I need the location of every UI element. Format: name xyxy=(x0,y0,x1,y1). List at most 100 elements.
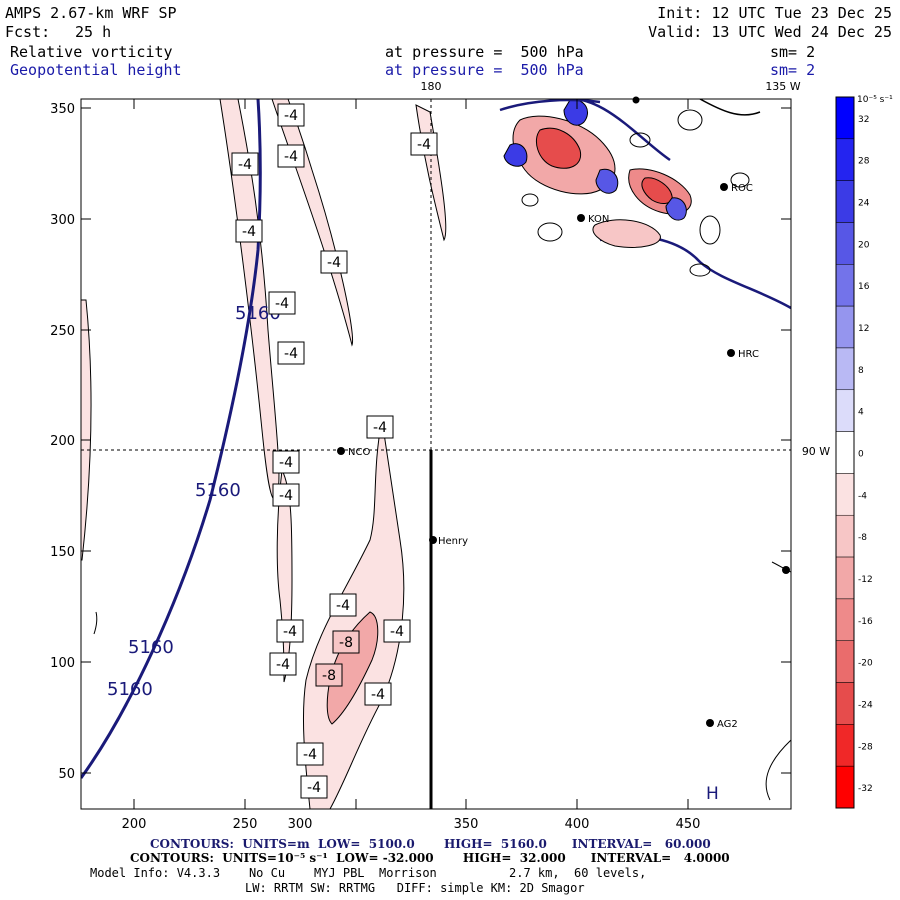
vorticity-label: -4 xyxy=(279,455,293,471)
colorbar-label: 8 xyxy=(858,366,864,376)
height-label: 5160 xyxy=(128,637,174,658)
model-title: AMPS 2.67-km WRF SP xyxy=(5,4,177,22)
vorticity-label: -4 xyxy=(336,598,350,614)
x-tick-label: 400 xyxy=(565,817,590,832)
station-marker xyxy=(632,96,640,104)
vorticity-label: -4 xyxy=(417,137,431,153)
y-axis: 350 300 250 200 150 100 50 xyxy=(50,102,791,782)
colorbar-label: 12 xyxy=(858,324,869,334)
station-label: HRC xyxy=(738,349,759,360)
colorbar-label: -4 xyxy=(858,491,867,501)
plot-frame xyxy=(80,98,792,810)
vorticity-label: -4 xyxy=(284,149,298,165)
station-marker xyxy=(577,214,585,222)
colorbar-swatch xyxy=(835,724,855,767)
station-marker xyxy=(706,719,714,727)
x-tick-label: 350 xyxy=(454,817,479,832)
high-marker: H xyxy=(706,784,719,804)
colorbar-label: -28 xyxy=(858,742,873,752)
colorbar-swatch xyxy=(835,431,855,474)
longitude-label-90w: 90 W xyxy=(802,445,830,458)
colorbar-label: 16 xyxy=(858,282,870,292)
colorbar-units: 10⁻⁵ s⁻¹ xyxy=(857,95,893,105)
x-tick-label: 300 xyxy=(288,817,313,832)
vorticity-label: -4 xyxy=(390,624,404,640)
height-label: 5160 xyxy=(195,480,241,501)
station-label: KON xyxy=(588,214,609,225)
colorbar-swatch xyxy=(835,138,855,181)
colorbar-swatch xyxy=(835,473,855,516)
footer-vorticity-contours: CONTOURS: UNITS=10⁻⁵ s⁻¹ LOW= -32.000 HI… xyxy=(130,851,730,865)
colorbar-label: -24 xyxy=(858,700,873,710)
valid-time: Valid: 13 UTC Wed 24 Dec 25 xyxy=(648,23,892,41)
height-contour-5160 xyxy=(81,99,262,779)
station-marker xyxy=(337,447,345,455)
x-tick-label: 250 xyxy=(233,817,258,832)
colorbar-swatch xyxy=(835,305,855,349)
vorticity-band-north xyxy=(271,99,354,347)
colorbar-label: 24 xyxy=(858,199,870,209)
colorbar-label: 32 xyxy=(858,115,869,125)
station-marker xyxy=(429,536,437,544)
colorbar-swatch xyxy=(835,598,855,641)
height-labels: 5160 5160 5160 5160 xyxy=(107,303,281,700)
vorticity-band-edge xyxy=(81,299,92,561)
vorticity-label: -4 xyxy=(279,488,293,504)
y-tick-label: 150 xyxy=(50,545,75,560)
field-2-name: Geopotential height xyxy=(10,61,182,79)
vorticity-label: -4 xyxy=(238,157,252,173)
colorbar-label: -32 xyxy=(858,784,873,794)
map-fields xyxy=(81,99,791,809)
vorticity-label: -4 xyxy=(284,346,298,362)
station-label: AG2 xyxy=(717,719,738,730)
forecast-hours: 25 h xyxy=(75,23,112,41)
field-1-name: Relative vorticity xyxy=(10,43,173,61)
colorbar-swatch xyxy=(835,180,855,223)
vorticity-label: -4 xyxy=(371,687,385,703)
x-axis: 200 250 300 350 400 450 xyxy=(122,99,701,832)
vorticity-cluster-ne xyxy=(499,99,761,277)
colorbar-swatch xyxy=(835,765,855,809)
colorbar-swatch xyxy=(835,640,855,683)
y-tick-label: 250 xyxy=(50,324,75,339)
colorbar-swatch xyxy=(835,514,855,558)
y-tick-label: 350 xyxy=(50,102,75,117)
colorbar-label: 20 xyxy=(858,240,870,250)
colorbar-label: -20 xyxy=(858,659,873,669)
colorbar-label: -12 xyxy=(858,575,873,585)
x-tick-label: 200 xyxy=(122,817,147,832)
longitude-label-135w: 135 W xyxy=(765,80,800,93)
vorticity-label: -4 xyxy=(307,780,321,796)
vorticity-label: -4 xyxy=(242,224,256,240)
station-marker xyxy=(782,566,790,574)
colorbar-label: 0 xyxy=(858,450,864,460)
colorbar-swatch xyxy=(835,389,855,432)
colorbar: 32 28 24 20 16 12 8 4 0 -4 -8 -12 -16 -20 -24 -28 -32 xyxy=(835,96,873,809)
field-2-smooth: sm= 2 xyxy=(770,61,816,79)
footer-physics: LW: RRTM SW: RRTMG DIFF: simple KM: 2D S… xyxy=(245,881,585,895)
footer-model-info: Model Info: V4.3.3 No Cu MYJ PBL Morriso… xyxy=(90,866,647,880)
vorticity-label: -4 xyxy=(276,657,290,673)
y-tick-label: 300 xyxy=(50,213,75,228)
y-tick-label: 100 xyxy=(50,656,75,671)
vorticity-labels: -4 -4 -4 -4 -4 -4 -4 -4 -4 -4 -4 -4 -4 -… xyxy=(231,103,438,799)
colorbar-swatch xyxy=(835,96,855,140)
x-tick-label: 450 xyxy=(676,817,701,832)
init-time: Init: 12 UTC Tue 23 Dec 25 xyxy=(657,4,892,22)
longitude-label-180: 180 xyxy=(421,80,442,93)
coastline-se xyxy=(765,739,791,801)
vorticity-label: -4 xyxy=(283,624,297,640)
vorticity-label: -4 xyxy=(284,108,298,124)
y-tick-label: 50 xyxy=(58,767,75,782)
colorbar-label: 28 xyxy=(858,157,870,167)
vorticity-label: -4 xyxy=(275,296,289,312)
field-1-smooth: sm= 2 xyxy=(770,43,816,61)
field-2-level: at pressure = 500 hPa xyxy=(385,61,584,79)
forecast-label: Fcst: xyxy=(5,23,51,41)
footer-height-contours: CONTOURS: UNITS=m LOW= 5100.0 HIGH= 5160… xyxy=(150,837,711,851)
vorticity-label: -8 xyxy=(339,635,353,651)
stations: NCO Henry HRC AG2 ROC KON xyxy=(337,96,790,730)
colorbar-swatch xyxy=(835,347,855,391)
vorticity-label: -4 xyxy=(327,255,341,271)
